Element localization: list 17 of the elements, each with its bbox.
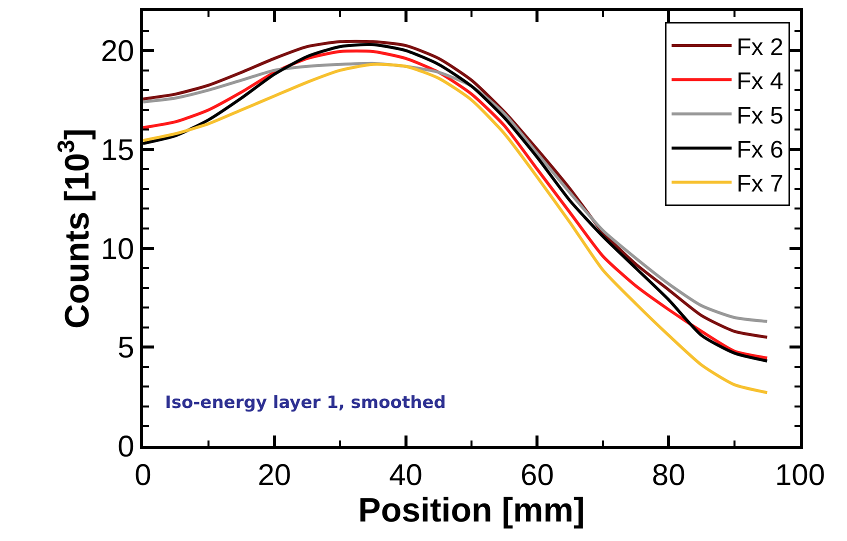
- annotation: Iso-energy layer 1, smoothed: [165, 393, 446, 413]
- y-tick-label: 5: [118, 332, 134, 365]
- x-tick-label: 20: [258, 458, 292, 492]
- legend-label: Fx 4: [736, 68, 784, 96]
- y-tick-label: 10: [100, 232, 134, 266]
- y-tick-label: 15: [100, 134, 134, 167]
- legend-label: Fx 6: [736, 136, 784, 164]
- legend-label: Fx 7: [736, 170, 784, 198]
- legend-label: Fx 5: [736, 102, 784, 130]
- y-tick-label: 20: [100, 35, 134, 68]
- x-axis-title: Position [mm]: [358, 492, 585, 530]
- x-tick-label: 80: [652, 458, 686, 492]
- x-tick-label: 40: [389, 458, 422, 492]
- x-tick-label: 100: [774, 458, 826, 492]
- legend-label: Fx 2: [736, 34, 784, 61]
- x-tick-label: 60: [520, 458, 554, 492]
- y-tick-label: 0: [118, 430, 134, 464]
